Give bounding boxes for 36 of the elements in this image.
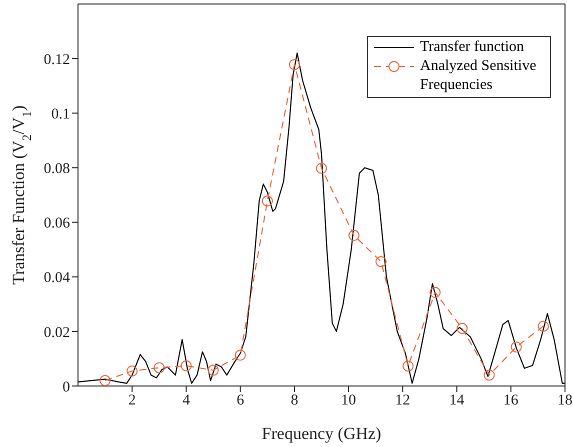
point xyxy=(484,370,495,381)
x-tick-label: 4 xyxy=(182,392,190,409)
x-tick-label: 14 xyxy=(449,392,465,409)
x-tick-label: 12 xyxy=(395,392,410,409)
x-tick-label: 6 xyxy=(236,392,245,409)
point xyxy=(402,360,414,372)
point xyxy=(376,256,387,268)
y-tick-label: 0.1 xyxy=(51,106,70,122)
y-tick-label: 0.12 xyxy=(44,52,70,68)
y-tick-label: 0.06 xyxy=(44,216,70,232)
x-tick-label: 10 xyxy=(341,392,356,409)
point xyxy=(510,341,522,352)
point xyxy=(316,162,327,174)
point xyxy=(538,320,549,332)
point xyxy=(154,362,165,374)
y-tick-label: 0.08 xyxy=(44,161,70,178)
point xyxy=(100,375,111,386)
x-axis-title: Frequency (GHz) xyxy=(262,424,382,443)
point xyxy=(288,59,300,70)
y-tick-label: 0.04 xyxy=(44,270,70,286)
point xyxy=(180,360,192,372)
point xyxy=(430,286,441,298)
legend-label: Analyzed Sensitive Frequencies xyxy=(420,57,538,95)
x-tick-label: 2 xyxy=(128,392,136,409)
point xyxy=(262,196,273,207)
y-tick-label: 0.02 xyxy=(44,324,70,341)
point xyxy=(208,364,219,376)
point xyxy=(234,350,246,361)
legend-label: Transfer function xyxy=(420,38,524,57)
point xyxy=(126,365,138,376)
point xyxy=(348,230,360,241)
point xyxy=(456,322,468,334)
y-tick-label: 0 xyxy=(62,379,70,396)
x-tick-label: 8 xyxy=(290,392,298,409)
x-tick-label: 18 xyxy=(558,392,572,409)
x-tick-label: 16 xyxy=(503,392,519,409)
